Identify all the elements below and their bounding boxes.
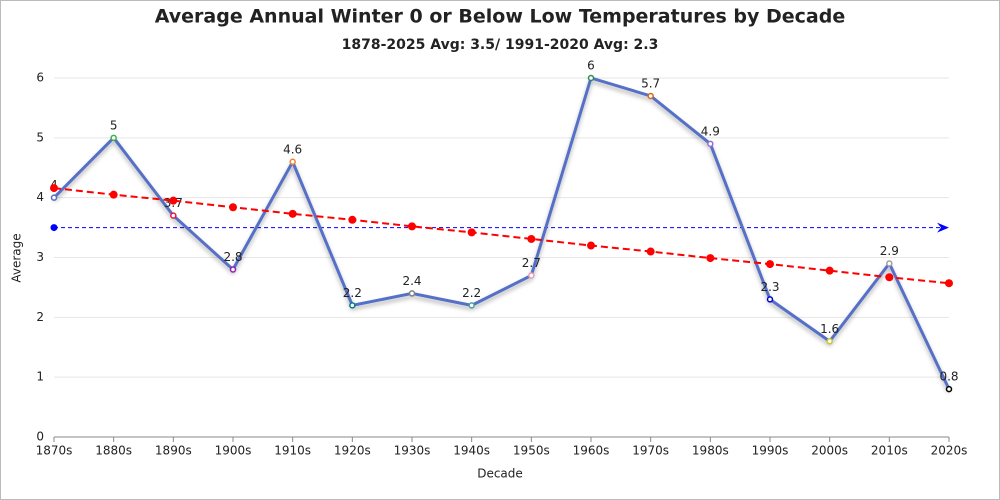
chart-subtitle: 1878-2025 Avg: 3.5/ 1991-2020 Avg: 2.3 (342, 37, 659, 53)
data-point (408, 290, 416, 297)
trend-point (527, 234, 536, 243)
data-point (886, 260, 893, 267)
trend-point (467, 228, 476, 237)
data-point (587, 74, 595, 82)
data-label: 2.3 (760, 280, 779, 294)
y-tick-label: 2 (36, 310, 44, 324)
data-point (826, 338, 833, 345)
data-point (468, 302, 475, 309)
data-label: 2.9 (880, 244, 899, 258)
average-arrow (937, 222, 949, 233)
x-tick-label: 1900s (215, 444, 252, 458)
x-tick-label: 2020s (931, 444, 968, 458)
x-tick-label: 1990s (752, 444, 789, 458)
trend-point (766, 260, 774, 269)
x-tick-label: 1970s (632, 444, 669, 458)
trend-point (587, 241, 595, 250)
data-label: 2.7 (522, 256, 541, 270)
data-point (170, 212, 177, 219)
data-label: 5.7 (641, 76, 660, 90)
trend-point (646, 247, 655, 256)
data-point (110, 134, 117, 142)
data-point (289, 158, 296, 166)
data-label: 1.6 (820, 322, 839, 336)
x-tick-label: 2010s (871, 444, 908, 458)
data-label: 2.2 (462, 286, 481, 300)
x-tick-label: 1910s (274, 444, 311, 458)
x-axis-label: Decade (477, 467, 523, 481)
x-tick-label: 1870s (36, 444, 73, 458)
trend-point (706, 254, 715, 263)
y-tick-label: 1 (36, 370, 44, 384)
y-tick-label: 0 (36, 430, 44, 444)
x-tick-label: 2000s (811, 444, 848, 458)
trend-point (229, 203, 237, 212)
data-point (945, 385, 953, 393)
data-label: 2.2 (343, 286, 362, 300)
data-point (528, 272, 535, 279)
y-tick-label: 6 (36, 71, 44, 85)
x-tick-label: 1890s (155, 444, 192, 458)
x-tick-label: 1880s (95, 444, 132, 458)
data-label: 2.8 (223, 250, 242, 264)
y-tick-label: 3 (36, 250, 44, 264)
data-point (647, 92, 654, 100)
data-label: 4.9 (701, 124, 720, 138)
trend-point (408, 222, 416, 231)
x-tick-label: 1930s (394, 444, 431, 458)
trend-point (825, 266, 834, 275)
data-point (707, 140, 714, 148)
data-point (50, 194, 58, 201)
data-label: 5 (110, 118, 118, 132)
series-line (52, 76, 951, 390)
trend-point (169, 196, 178, 205)
data-label: 2.4 (402, 274, 421, 288)
trend-point (288, 209, 297, 218)
x-tick-label: 1950s (513, 444, 550, 458)
y-tick-label: 5 (36, 130, 44, 144)
data-point (349, 302, 356, 309)
y-axis-label: Average (10, 233, 24, 282)
trend-point (945, 279, 953, 288)
x-tick-label: 1920s (334, 444, 371, 458)
trend-point (50, 184, 58, 193)
data-label: 0.8 (939, 370, 958, 384)
trend-point (348, 215, 357, 224)
x-tick-label: 1980s (692, 444, 729, 458)
x-tick-label: 1960s (573, 444, 610, 458)
trend-point (109, 190, 118, 199)
x-tick-label: 1940s (453, 444, 490, 458)
data-point (229, 266, 237, 273)
chart-title: Average Annual Winter 0 or Below Low Tem… (155, 6, 846, 28)
data-point (766, 296, 774, 303)
trend-point (885, 273, 894, 282)
trend-line (53, 187, 950, 285)
data-label: 6 (587, 59, 595, 73)
data-label: 4.6 (283, 142, 302, 156)
average-start (50, 224, 58, 232)
y-tick-label: 4 (36, 190, 44, 204)
